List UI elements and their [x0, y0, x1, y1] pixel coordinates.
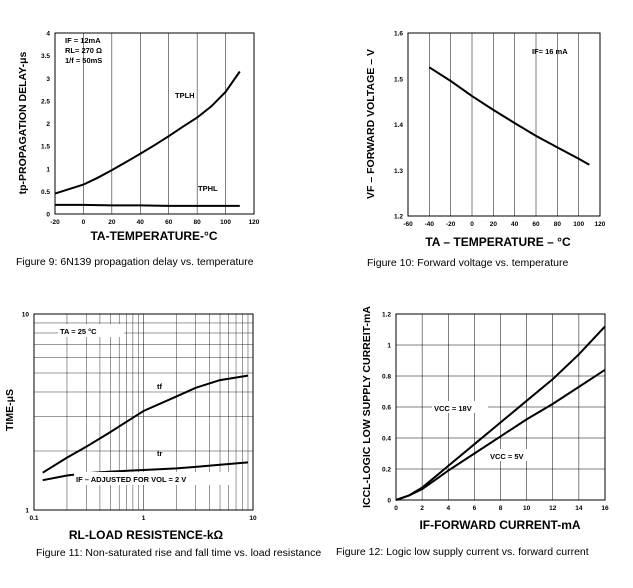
- chart-2-xtick-label: -40: [425, 221, 435, 228]
- chart-1-series-line-0: [54, 70, 241, 195]
- chart-4-xtick-label: 10: [523, 505, 531, 512]
- chart-supply-current: 0 2 4 6 8 10 12 14 16 0 0.2 0.4 0.6 0.8 1 1.2 VCC = 18…: [336, 306, 609, 558]
- chart-4-xtick-label: 12: [549, 505, 557, 512]
- chart-1-ylabel: tp-PROPAGATION DELAY-μs: [17, 51, 29, 194]
- chart-2-xtick-label: 80: [554, 221, 562, 228]
- chart-2-xtick-label: 20: [490, 221, 498, 228]
- chart-2-xtick-label: 0: [470, 221, 474, 228]
- chart-3-series-label-tf: tf: [157, 382, 162, 391]
- chart-2-xlabel: TA – TEMPERATURE – °C: [425, 235, 571, 249]
- chart-3-note-if: IF – ADJUSTED FOR VOL = 2 V: [76, 475, 186, 484]
- chart-1-xtick-label: 20: [108, 219, 116, 226]
- chart-4-xtick-label: 6: [473, 505, 477, 512]
- chart-4-ytick-label: 0.2: [382, 467, 391, 474]
- chart-1-xtick-label: 40: [137, 219, 145, 226]
- chart-1-note-rl: RL= 270 Ω: [65, 46, 102, 55]
- chart-3-xtick-label: 0.1: [29, 515, 38, 522]
- chart-1-ytick-label: 1.5: [41, 144, 50, 151]
- chart-1-xtick-label: -20: [50, 219, 60, 226]
- chart-2-ylabel: VF – FORWARD VOLTAGE – V: [365, 49, 377, 199]
- chart-3-xtick-label: 10: [249, 515, 257, 522]
- chart-1-caption: Figure 9: 6N139 propagation delay vs. te…: [16, 256, 254, 268]
- chart-2-xtick-label: 120: [595, 221, 606, 228]
- chart-1-xtick-label: 120: [249, 219, 260, 226]
- chart-1-note-f: 1/f = 50mS: [65, 56, 102, 65]
- chart-2-xtick-label: 40: [511, 221, 519, 228]
- chart-4-xtick-label: 4: [446, 505, 450, 512]
- chart-4-ylabel: ICCL-LOGIC LOW SUPPLY CURREIT-mA: [361, 306, 373, 508]
- chart-1-xtick-label: 0: [82, 219, 86, 226]
- chart-4-series-label-5v-bg: [488, 449, 538, 461]
- chart-3-note-if-bg: [74, 472, 230, 485]
- chart-4-xtick-label: 2: [420, 505, 424, 512]
- chart-3-series-line-1: [42, 461, 249, 482]
- chart-1-ytick-label: 4: [46, 31, 50, 38]
- chart-3-ylabel: TIME-μS: [4, 389, 16, 431]
- chart-4-series-label-5v: VCC = 5V: [490, 452, 524, 461]
- chart-4-series-line-1: [395, 368, 606, 501]
- chart-2-ytick-label: 1.5: [394, 76, 403, 83]
- chart-4-ytick-label: 1.2: [382, 312, 391, 319]
- chart-2-ytick-label: 1.6: [394, 31, 403, 38]
- chart-1-series-label-tplh: TPLH: [175, 91, 195, 100]
- chart-4-xtick-label: 14: [575, 505, 583, 512]
- chart-4-ytick-label: 0: [387, 498, 391, 505]
- chart-1-frame: [54, 32, 255, 215]
- chart-4-xlabel: IF-FORWARD CURRENT-mA: [419, 518, 580, 532]
- chart-propagation-delay: -20 0 20 40 60 80 100 120 00.511.522.533.54 IF …: [16, 31, 260, 269]
- chart-2-frame: [407, 32, 601, 217]
- chart-3-series-label-tr: tr: [157, 449, 162, 458]
- chart-1-ytick-label: 1: [46, 166, 50, 173]
- chart-2-ytick-label: 1.4: [394, 122, 403, 129]
- chart-3-note-ta: TA = 25 °C: [60, 327, 97, 336]
- chart-3-ytick-label: 1: [25, 508, 29, 515]
- chart-1-ytick-label: 3: [46, 76, 50, 83]
- chart-1-note-if: IF = 12mA: [65, 36, 101, 45]
- chart-4-ytick-label: 0.4: [382, 436, 391, 443]
- chart-1-xtick-label: 100: [220, 219, 231, 226]
- chart-1-xtick-label: 80: [194, 219, 202, 226]
- chart-4-xtick-label: 0: [394, 505, 398, 512]
- chart-3-series-line-0: [42, 374, 249, 474]
- chart-1-ytick-label: 0: [46, 212, 50, 219]
- chart-2-xtick-label: 100: [573, 221, 584, 228]
- chart-2-xtick-label: -20: [446, 221, 456, 228]
- chart-1-ytick-label: 0.5: [41, 189, 50, 196]
- chart-4-ytick-label: 0.6: [382, 405, 391, 412]
- chart-1-xlabel: TA-TEMPERATURE-°C: [90, 229, 217, 243]
- chart-3-note-ta-bg: [58, 324, 124, 337]
- chart-4-series-label-18v-bg: [432, 401, 488, 413]
- chart-4-ytick-label: 0.8: [382, 374, 391, 381]
- chart-forward-voltage: -60 -40 -20 0 20 40 60 80 100 120 1.2 1.3 1.4 1.5 1.6…: [365, 31, 606, 270]
- chart-2-caption: Figure 10: Forward voltage vs. temperatu…: [367, 257, 569, 269]
- chart-1-series-line-1: [55, 203, 240, 207]
- chart-1-ytick-label: 2: [46, 121, 50, 128]
- chart-3-ytick-label: 10: [22, 312, 30, 319]
- chart-rise-fall-time: 0.1 1 10 110 TA = 25 °C tf tr IF – ADJUSTE…: [4, 312, 321, 560]
- chart-2-xtick-label: -60: [403, 221, 413, 228]
- chart-2-xtick-label: 60: [532, 221, 540, 228]
- chart-2-ytick-label: 1.2: [394, 214, 403, 221]
- chart-2-ytick-label: 1.3: [394, 168, 403, 175]
- chart-4-series-label-18v: VCC = 18V: [434, 404, 472, 413]
- chart-1-xtick-label: 60: [165, 219, 173, 226]
- chart-4-ytick-label: 1: [387, 343, 391, 350]
- chart-1-ytick-label: 3.5: [41, 53, 50, 60]
- chart-1-series-label-tphl: TPHL: [198, 184, 218, 193]
- chart-2-note-if: IF= 16 mA: [532, 47, 568, 56]
- chart-3-xlabel: RL-LOAD RESISTENCE-kΩ: [69, 528, 224, 542]
- chart-1-ytick-label: 2.5: [41, 98, 50, 105]
- chart-4-caption: Figure 12: Logic low supply current vs. …: [336, 546, 589, 558]
- chart-2-series-line-0: [428, 66, 590, 166]
- chart-4-xtick-label: 8: [499, 505, 503, 512]
- chart-4-xtick-label: 16: [601, 505, 609, 512]
- chart-3-caption-line1: Figure 11: Non-saturated rise and fall t…: [36, 547, 321, 559]
- chart-3-xtick-label: 1: [142, 515, 146, 522]
